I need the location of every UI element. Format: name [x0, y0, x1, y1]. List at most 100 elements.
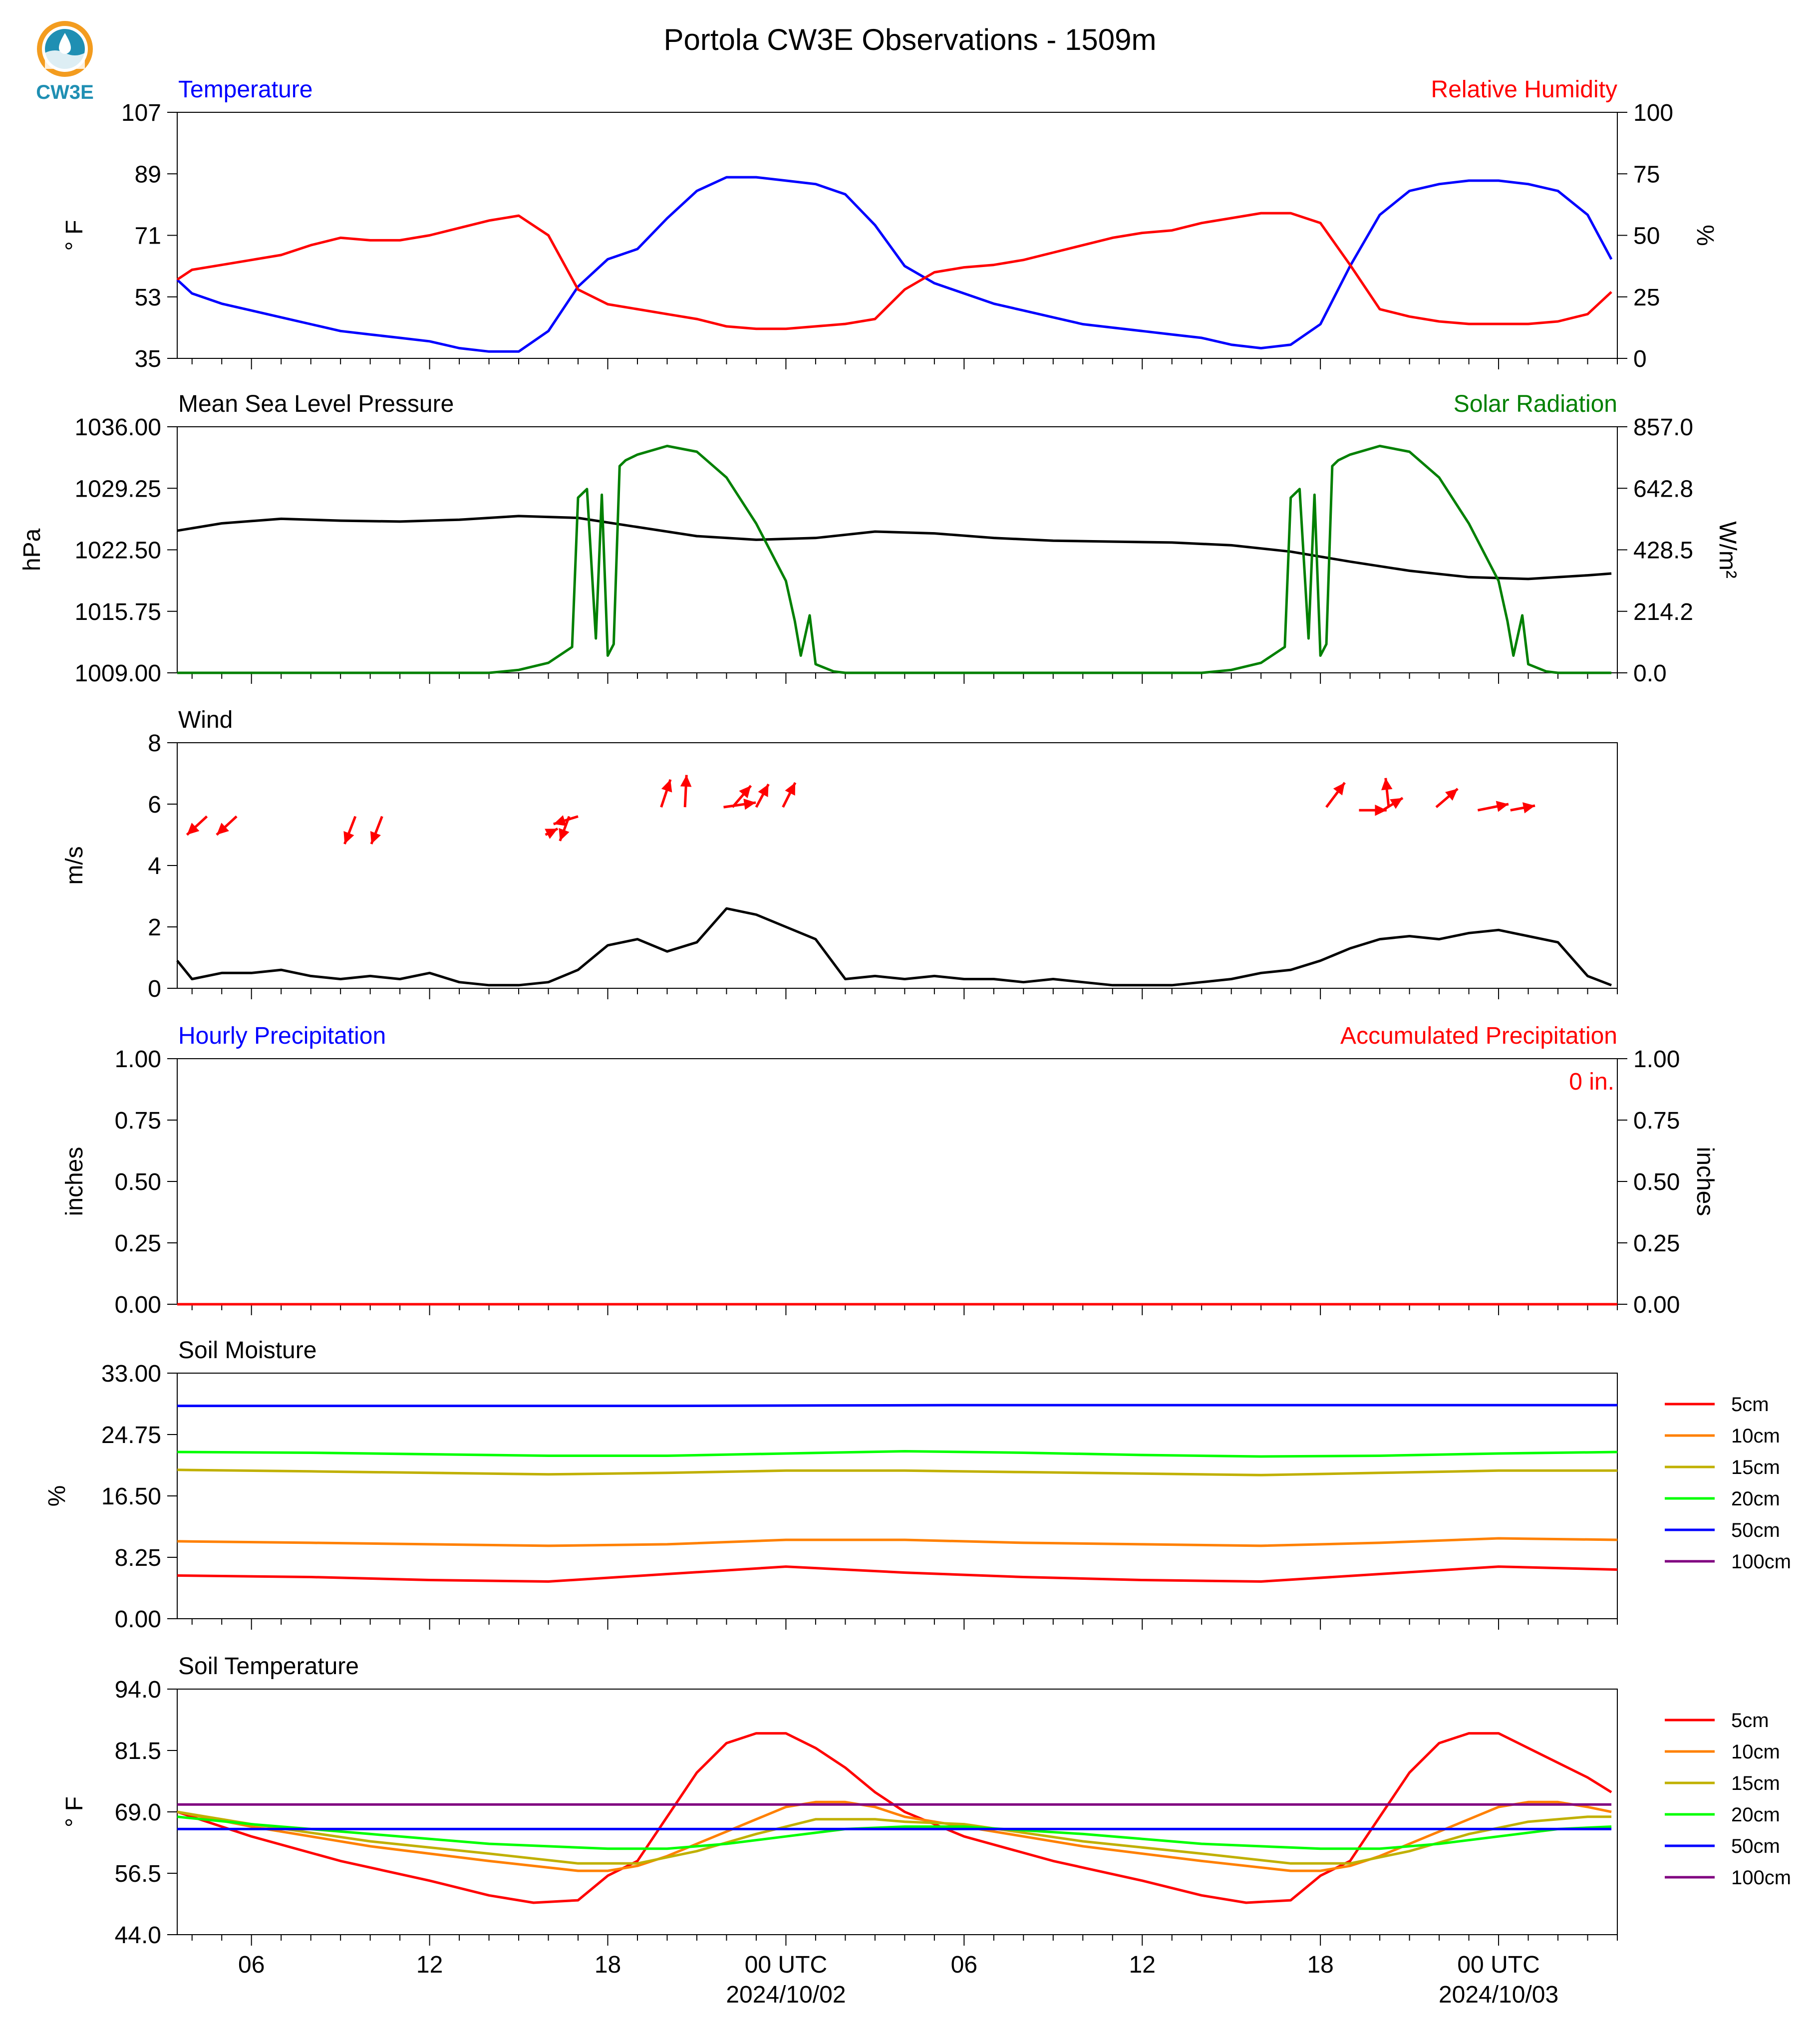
panel-0: 35 53 71 89 107 0 25 50 75 100 Temperature Relative… [61, 76, 1718, 372]
panel-1: 1009.00 1015.75 1022.50 1029.25 1036.00 0.0 21… [19, 391, 1741, 687]
y-tick-label-left: 35 [135, 346, 161, 372]
x-tick-label: 06 [951, 1952, 977, 1978]
y-tick-label-right: 25 [1633, 285, 1660, 311]
wind-arrow-head [553, 815, 567, 826]
cw3e-logo: CW3E [30, 19, 100, 104]
x-tick-label: 18 [595, 1952, 621, 1978]
y-tick-label-right: 0.25 [1633, 1230, 1680, 1257]
y-tick-label-left: 107 [121, 100, 161, 126]
y-axis-label-left: hPa [19, 528, 45, 571]
series-line-20cm [177, 1815, 1612, 1850]
y-tick-label-left: 8.25 [115, 1545, 161, 1571]
y-tick-label-left: 89 [135, 161, 161, 188]
series-line-50cm [177, 1404, 1617, 1408]
plot-frame [177, 426, 1618, 673]
y-tick-label-right: 100 [1633, 100, 1673, 126]
y-tick-label-left: 8 [148, 730, 161, 757]
y-tick-label-right: 428.5 [1633, 538, 1693, 564]
wind-arrow-head [1390, 798, 1403, 809]
panel-title-left: Wind [178, 707, 233, 733]
x-tick-label: 12 [1129, 1952, 1156, 1978]
legend-label: 50cm [1731, 1835, 1780, 1857]
wind-arrow-head [1381, 778, 1393, 791]
wind-arrow-head [1522, 802, 1535, 814]
series-line-temperature [176, 176, 1613, 353]
panel-title-left: Hourly Precipitation [178, 1023, 386, 1049]
y-tick-label-left: 1.00 [115, 1046, 161, 1073]
y-tick-label-left: 94.0 [115, 1677, 161, 1703]
y-tick-label-left: 69.0 [115, 1799, 161, 1826]
panel-3: 0.00 0.25 0.50 0.75 1.00 0.00 0.25 0.50 0.75 1.00… [61, 1023, 1718, 1318]
y-tick-label-left: 0.50 [115, 1169, 161, 1195]
legend-label: 50cm [1731, 1519, 1780, 1541]
x-tick-label: 00 UTC [745, 1952, 827, 1978]
y-tick-label-right: 50 [1633, 223, 1660, 250]
panel-2: 0 2 4 6 8 Wind m/s [61, 707, 1618, 1002]
legend-label: 20cm [1731, 1488, 1780, 1510]
y-tick-label-left: 33.00 [101, 1361, 161, 1387]
series-line-15cm [177, 1468, 1617, 1476]
y-tick-label-left: 71 [135, 223, 161, 250]
y-tick-label-left: 56.5 [115, 1861, 161, 1887]
y-tick-label-right: 642.8 [1633, 476, 1693, 502]
series-line-wind [176, 907, 1612, 987]
cw3e-logo-mark: CW3E [36, 21, 94, 103]
wind-arrow-head [1375, 804, 1387, 816]
series-line-5cm [177, 1565, 1618, 1583]
series-line-relative-humidity [176, 212, 1612, 330]
plot-frame [177, 112, 1618, 359]
panel-title-right: Solar Radiation [1454, 391, 1617, 417]
panel-title-right: Relative Humidity [1431, 76, 1617, 103]
y-axis-label-right: inches [1692, 1147, 1718, 1216]
y-axis-label-right: W/m² [1714, 521, 1741, 579]
legend-label: 10cm [1731, 1425, 1780, 1447]
wind-arrow-head [559, 828, 570, 841]
plot-frame [177, 742, 1618, 989]
x-date-label: 2024/10/03 [1439, 1982, 1558, 2008]
y-tick-label-left: 0 [148, 976, 161, 1002]
panel-title-right: Accumulated Precipitation [1340, 1023, 1617, 1049]
panel-5: 44.0 56.5 69.0 81.5 94.0 Soil Temperature ° F 5… [61, 1653, 1791, 1949]
legend-label: 10cm [1731, 1741, 1780, 1763]
y-tick-label-left: 1009.00 [74, 660, 161, 687]
y-tick-label-left: 1029.25 [74, 476, 161, 502]
legend-label: 100cm [1731, 1551, 1791, 1573]
wind-arrow-head [758, 784, 769, 798]
logo-text: CW3E [36, 81, 94, 103]
legend-label: 5cm [1731, 1394, 1769, 1416]
wind-arrow-head [1333, 782, 1345, 796]
y-tick-label-left: 1015.75 [74, 599, 161, 625]
y-axis-label-right: % [1692, 225, 1718, 246]
legend-label: 5cm [1731, 1710, 1769, 1732]
y-tick-label-right: 0.75 [1633, 1108, 1680, 1134]
series-line-10cm [177, 1800, 1612, 1872]
legend-label: 20cm [1731, 1804, 1780, 1826]
y-axis-label-left: ° F [61, 1796, 88, 1827]
wind-arrow-head [743, 799, 756, 810]
y-tick-label-left: 2 [148, 914, 161, 941]
wind-arrow-head [680, 775, 692, 787]
y-tick-label-left: 0.25 [115, 1230, 161, 1257]
series-line-mean-sea-level-pressure [177, 515, 1612, 580]
accumulated-total-label: 0 in. [1569, 1069, 1614, 1095]
wind-arrow-head [1496, 801, 1509, 812]
wind-arrow-head [187, 823, 200, 835]
y-axis-label-left: % [44, 1485, 70, 1507]
legend-label: 100cm [1731, 1867, 1791, 1889]
wind-arrow-head [661, 779, 672, 793]
figure-title: Portola CW3E Observations - 1509m [663, 23, 1156, 56]
x-date-label: 2024/10/02 [726, 1982, 846, 2008]
y-tick-label-right: 0.0 [1633, 660, 1667, 687]
y-tick-label-left: 0.75 [115, 1108, 161, 1134]
wind-arrow-head [785, 782, 796, 796]
y-tick-label-right: 0 [1633, 346, 1647, 372]
y-tick-label-left: 0.00 [115, 1292, 161, 1318]
y-tick-label-left: 53 [135, 285, 161, 311]
y-tick-label-right: 1.00 [1633, 1046, 1680, 1073]
wind-arrow-head [1445, 789, 1458, 801]
series-line-solar-radiation [177, 445, 1612, 674]
y-tick-label-right: 214.2 [1633, 599, 1693, 625]
y-tick-label-left: 24.75 [101, 1422, 161, 1449]
y-tick-label-right: 0.50 [1633, 1169, 1680, 1195]
series-line-5cm [177, 1732, 1612, 1904]
